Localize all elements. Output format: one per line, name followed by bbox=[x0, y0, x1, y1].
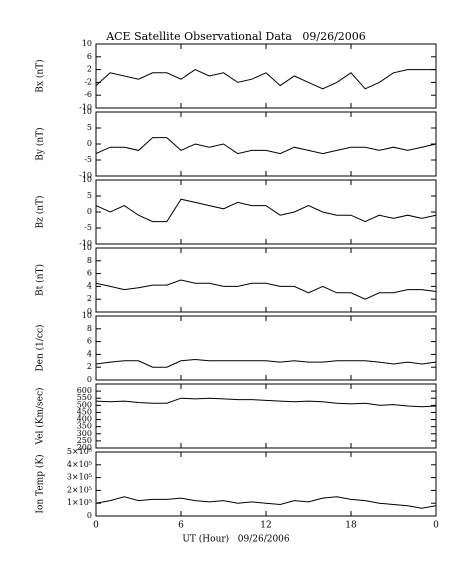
data-line bbox=[95, 358, 437, 368]
y-tick-label: 500 bbox=[77, 400, 92, 409]
y-tick-label: 4×10⁵ bbox=[67, 460, 92, 469]
x-tick-label: 18 bbox=[345, 521, 357, 531]
y-tick-label: 350 bbox=[77, 422, 92, 431]
panel-frame bbox=[95, 383, 437, 449]
y-tick-label: 2 bbox=[87, 65, 92, 74]
y-axis-label: Ion Temp (K) bbox=[35, 454, 46, 513]
y-tick-label: 6 bbox=[87, 337, 92, 346]
y-tick-label: -10 bbox=[79, 171, 92, 180]
y-tick-label: 0 bbox=[87, 139, 92, 148]
panel-frame bbox=[95, 315, 437, 381]
y-tick-label: 600 bbox=[77, 386, 92, 395]
y-axis-label: Den (1/cc) bbox=[35, 324, 46, 371]
x-axis-label: UT (Hour) 09/26/2006 bbox=[182, 534, 290, 545]
y-axis-label: Vel (Km/sec) bbox=[35, 387, 46, 445]
y-tick-label: 300 bbox=[77, 429, 92, 438]
data-line bbox=[95, 69, 436, 90]
y-tick-label: 450 bbox=[77, 407, 92, 416]
y-axis-label: Bt (nT) bbox=[35, 264, 46, 296]
y-tick-label: 0 bbox=[87, 511, 92, 520]
panel-frame bbox=[95, 43, 437, 109]
y-tick-label: 10 bbox=[82, 175, 92, 184]
y-tick-label: 250 bbox=[77, 436, 92, 445]
y-tick-label: 3×10⁵ bbox=[67, 473, 92, 482]
y-tick-label: 2×10⁵ bbox=[67, 485, 92, 494]
y-axis-label: By (nT) bbox=[35, 127, 46, 160]
panel-frame bbox=[95, 179, 437, 245]
y-tick-label: 2 bbox=[87, 362, 92, 371]
y-tick-label: 0 bbox=[87, 307, 92, 316]
y-tick-label: 6 bbox=[87, 269, 92, 278]
x-tick-label: 0 bbox=[93, 521, 99, 531]
y-tick-label: -5 bbox=[84, 155, 92, 164]
panel-frame bbox=[95, 451, 437, 517]
y-tick-label: 5 bbox=[87, 123, 92, 132]
y-tick-label: -10 bbox=[79, 103, 92, 112]
y-tick-label: 5×10⁵ bbox=[67, 447, 92, 456]
y-tick-label: 2 bbox=[87, 294, 92, 303]
y-tick-label: 5 bbox=[87, 191, 92, 200]
panel-frame bbox=[95, 247, 437, 313]
y-axis-label: Bz (nT) bbox=[35, 195, 46, 228]
y-tick-label: 550 bbox=[77, 393, 92, 402]
y-tick-label: 8 bbox=[87, 324, 92, 333]
x-tick-label: 6 bbox=[178, 521, 184, 531]
y-tick-label: 1×10⁵ bbox=[67, 498, 92, 507]
chart-title: ACE Satellite Observational Data 09/26/2… bbox=[105, 30, 366, 43]
y-tick-label: -10 bbox=[79, 239, 92, 248]
x-tick-label: 0 bbox=[433, 521, 439, 531]
y-tick-label: 0 bbox=[87, 207, 92, 216]
y-tick-label: 10 bbox=[82, 39, 92, 48]
y-tick-label: -6 bbox=[84, 90, 92, 99]
y-tick-label: 400 bbox=[77, 415, 92, 424]
y-tick-label: 4 bbox=[87, 349, 92, 358]
y-tick-label: 10 bbox=[82, 311, 92, 320]
x-tick-label: 12 bbox=[260, 521, 271, 531]
y-tick-label: 200 bbox=[77, 443, 92, 452]
data-line bbox=[95, 137, 437, 155]
y-tick-label: -5 bbox=[84, 223, 92, 232]
y-tick-label: 0 bbox=[87, 375, 92, 384]
y-tick-label: 8 bbox=[87, 256, 92, 265]
data-line bbox=[95, 198, 437, 223]
y-axis-label: Bx (nT) bbox=[35, 59, 46, 92]
panel-frame bbox=[95, 111, 437, 177]
data-line bbox=[95, 496, 437, 509]
y-tick-label: 10 bbox=[82, 107, 92, 116]
data-line bbox=[95, 279, 437, 300]
y-tick-label: 6 bbox=[87, 52, 92, 61]
y-tick-label: 4 bbox=[87, 281, 92, 290]
y-tick-label: -2 bbox=[84, 77, 92, 86]
data-line bbox=[95, 397, 437, 408]
y-tick-label: 10 bbox=[82, 243, 92, 252]
